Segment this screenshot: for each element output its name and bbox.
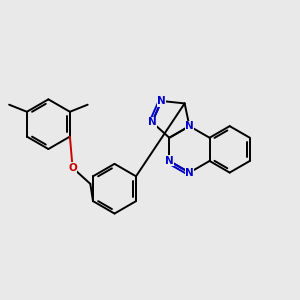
Text: N: N [185, 121, 194, 131]
Text: N: N [157, 96, 166, 106]
Text: O: O [68, 163, 77, 173]
Text: N: N [148, 117, 156, 127]
Text: N: N [165, 156, 174, 166]
Text: N: N [185, 168, 194, 178]
